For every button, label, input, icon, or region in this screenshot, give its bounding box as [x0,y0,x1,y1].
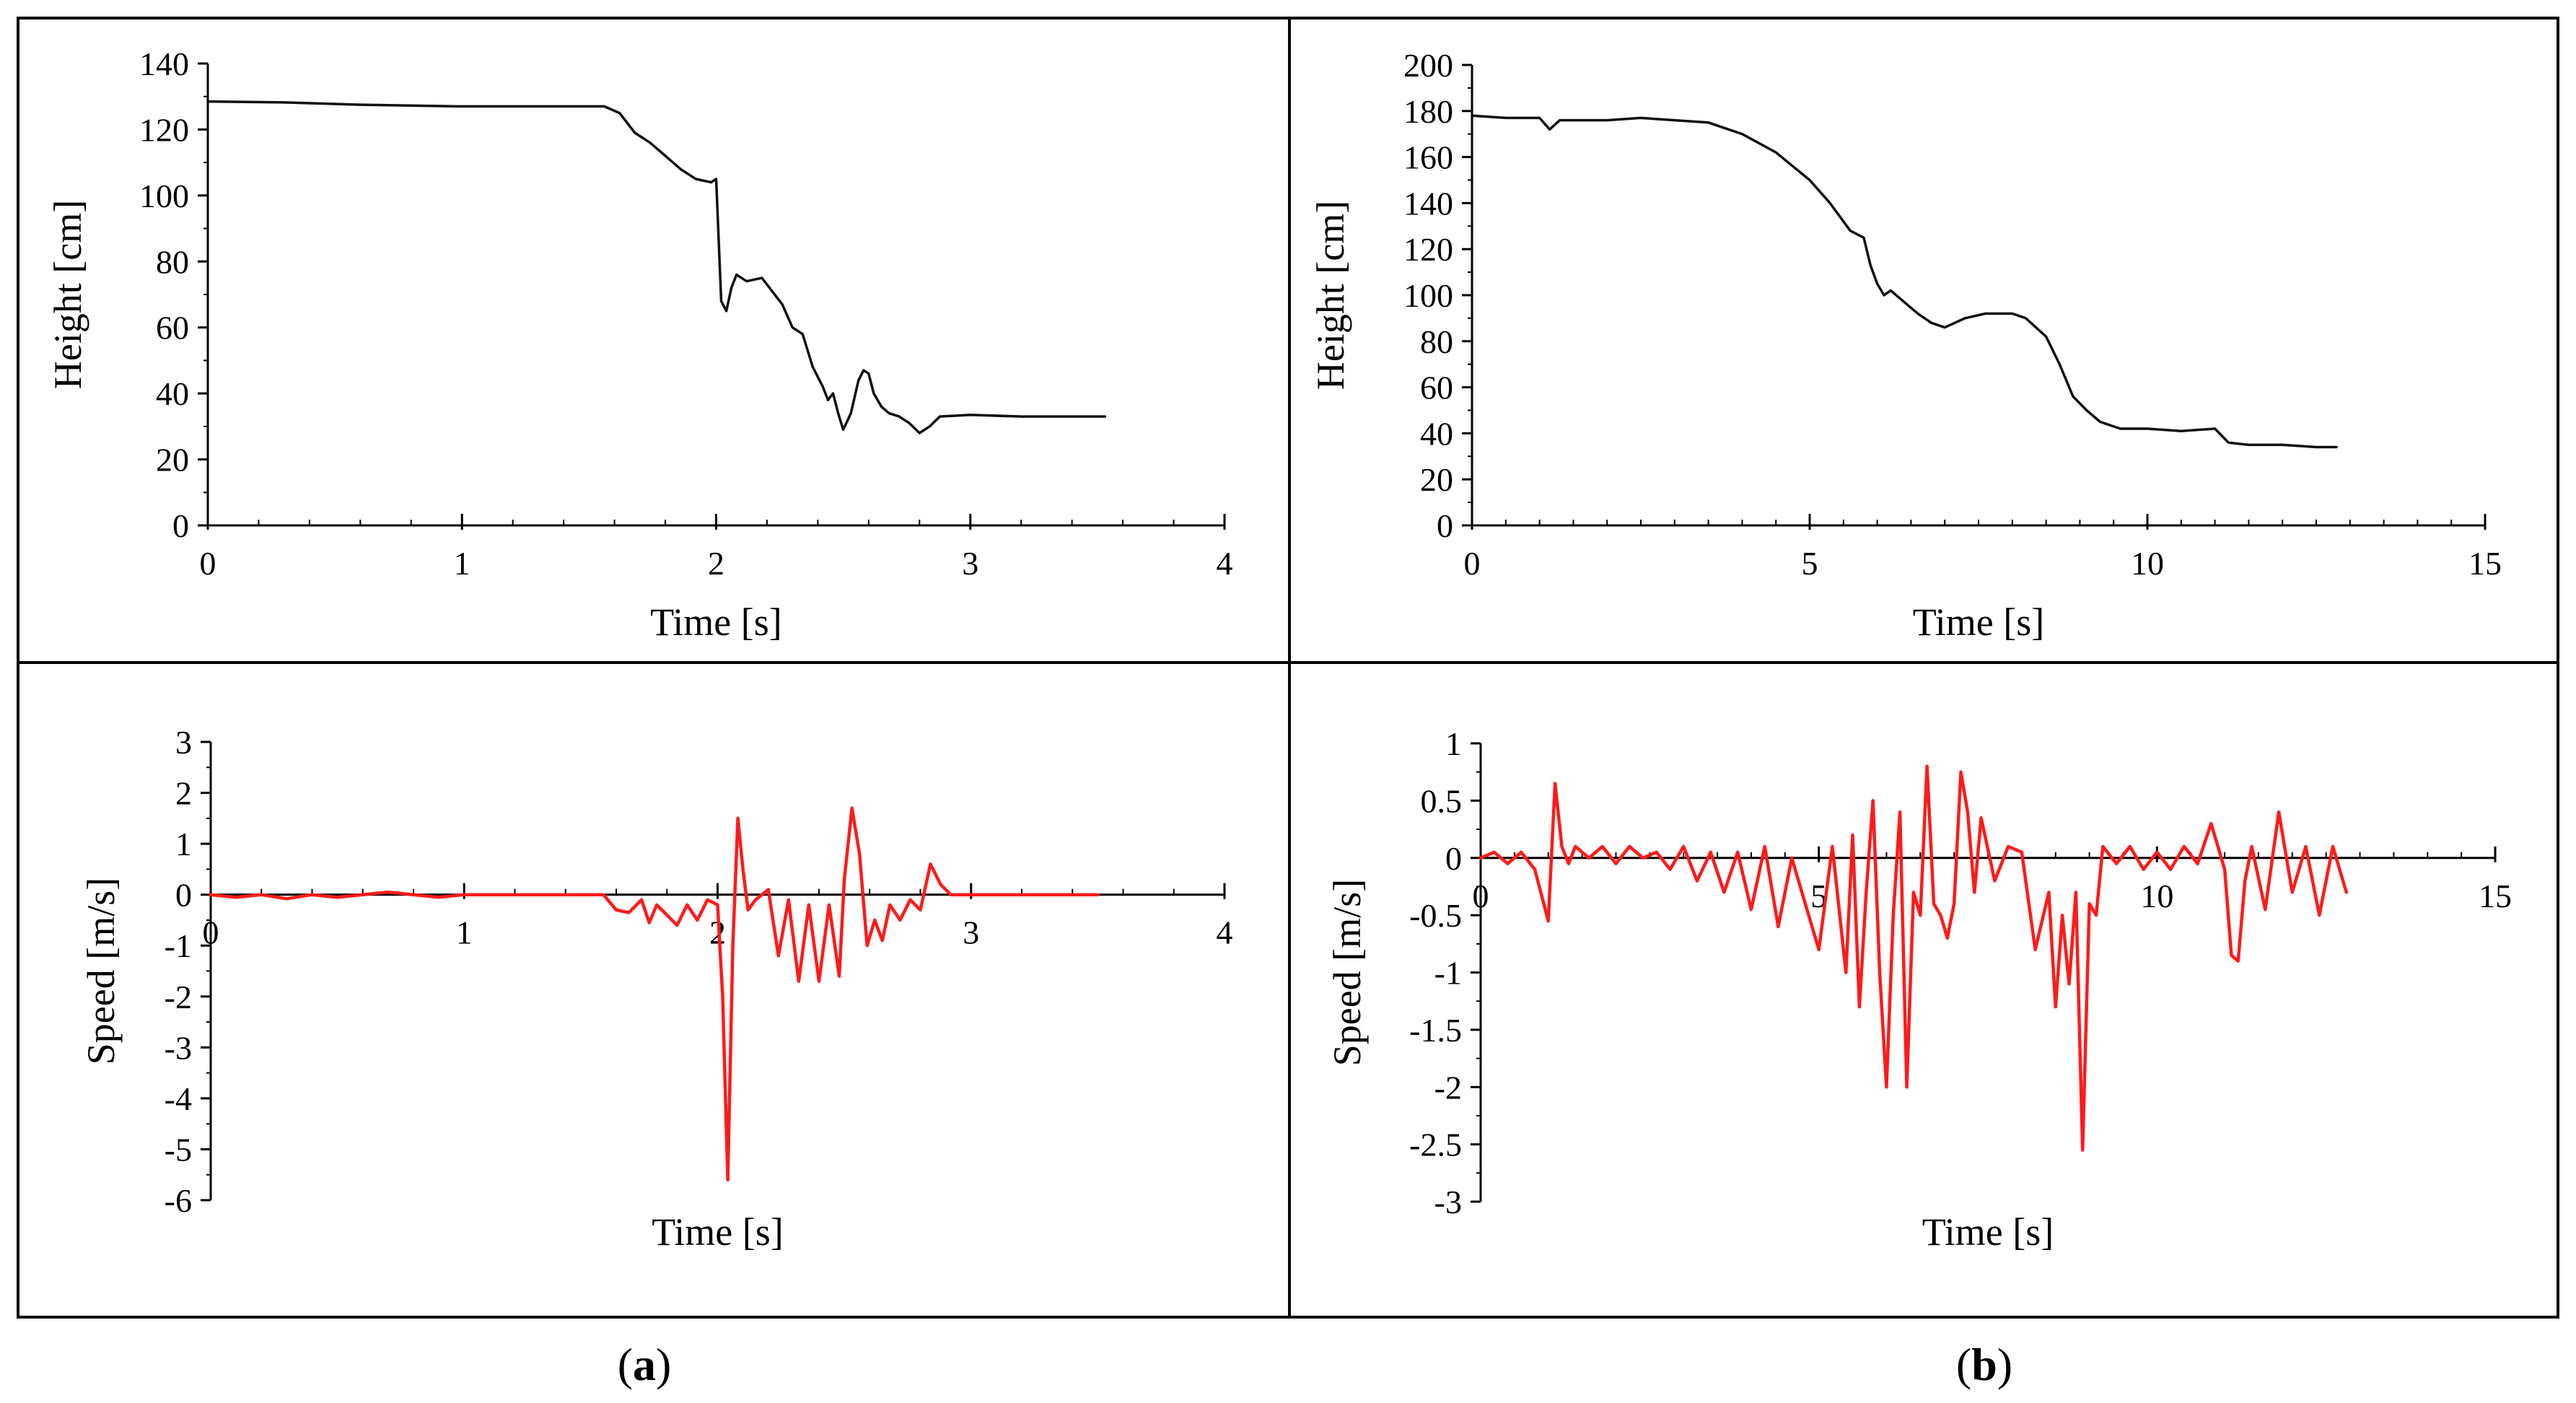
x-tick-label: 10 [2140,878,2173,914]
panel-label-b-open: ( [1956,1339,1971,1390]
panel-label-b-close: ) [1997,1339,2012,1390]
y-tick-label: -3 [165,1029,192,1066]
x-tick-label: 5 [1802,545,1818,582]
y-tick-label: 0 [1445,840,1462,877]
x-axis-title: Time [s] [1922,1210,2054,1254]
y-tick-label: 80 [156,243,189,280]
y-tick-label: -4 [165,1080,192,1117]
y-tick-label: 40 [156,375,189,412]
panel-label-b-letter: b [1971,1339,1997,1390]
y-tick-label: -2 [165,979,192,1015]
y-tick-label: 0 [172,507,189,544]
y-tick-label: -5 [165,1131,192,1168]
y-tick-label: -2 [1434,1069,1462,1106]
y-tick-label: 1 [1445,725,1462,762]
x-tick-label: 3 [963,914,979,951]
y-axis-title: Height [cm] [1309,201,1352,390]
y-tick-label: -1 [1434,955,1462,992]
y-axis-title: Height [cm] [46,200,89,389]
x-tick-label: 4 [1217,545,1233,582]
x-tick-label: 2 [708,545,724,582]
y-axis-title: Speed [m/s] [79,878,123,1065]
x-tick-label: 1 [454,545,470,582]
y-tick-label: 20 [156,442,189,478]
y-tick-label: -2.5 [1409,1127,1462,1163]
y-tick-label: 1 [175,826,192,862]
y-tick-label: -1.5 [1409,1012,1462,1049]
panel-label-a: (a) [618,1339,672,1390]
x-tick-label: 15 [2468,545,2502,582]
series-line-speed [1478,764,2349,1152]
y-tick-label: 100 [1403,277,1453,314]
y-tick-label: 120 [139,111,189,148]
x-tick-label: 0 [1464,545,1481,582]
y-tick-label: 120 [1403,231,1453,268]
y-tick-label: -1 [165,927,192,964]
y-tick-label: 140 [1403,185,1453,222]
y-tick-label: 2 [175,775,192,812]
x-axis-title: Time [s] [650,600,782,644]
panel-label-b: (b) [1956,1339,2012,1390]
y-tick-label: 80 [1420,323,1453,360]
y-tick-label: 20 [1420,461,1453,498]
x-tick-label: 10 [2131,545,2164,582]
x-tick-label: 3 [962,545,978,582]
y-tick-label: 3 [175,724,192,761]
y-tick-label: 60 [1420,370,1453,406]
y-tick-label: 0.5 [1421,782,1463,819]
y-tick-label: 40 [1420,415,1453,452]
x-tick-label: 4 [1217,914,1233,951]
panel-grid-frame [17,17,2559,1319]
chart-a-height: 0 20 40 60 80 100 120 140 0 1 2 3 4 Time [s] Height [c… [46,45,1233,644]
x-tick-label: 0 [200,545,216,582]
y-axis-title: Speed [m/s] [1326,879,1369,1066]
series-line-height [206,100,1107,434]
y-tick-label: -6 [165,1182,192,1219]
x-axis-title: Time [s] [652,1210,784,1254]
series-line-speed [209,806,1100,1182]
y-tick-label: -0.5 [1409,897,1462,934]
y-tick-label: 180 [1403,93,1453,130]
series-line-height [1471,114,2338,449]
y-tick-label: 200 [1403,47,1453,84]
chart-b-height: 0 20 40 60 80 100 120 140 160 180 200 0 5 10 15 Time [s… [1309,47,2502,644]
y-tick-label: 0 [175,877,192,914]
y-tick-label: 100 [139,178,189,214]
x-axis-title: Time [s] [1913,600,2045,644]
y-tick-label: -3 [1434,1184,1462,1220]
y-tick-label: 160 [1403,139,1453,176]
y-tick-label: 140 [139,45,189,82]
x-tick-label: 1 [456,914,473,951]
y-tick-label: 0 [1437,507,1453,544]
panel-label-a-open: ( [618,1339,633,1390]
panel-label-a-close: ) [656,1339,671,1390]
y-tick-label: 60 [156,310,189,346]
panel-label-a-letter: a [633,1339,656,1390]
x-tick-label: 0 [1473,878,1489,914]
x-tick-label: 15 [2479,878,2512,914]
x-tick-label: 0 [203,914,219,951]
x-tick-label: 5 [1810,878,1827,914]
